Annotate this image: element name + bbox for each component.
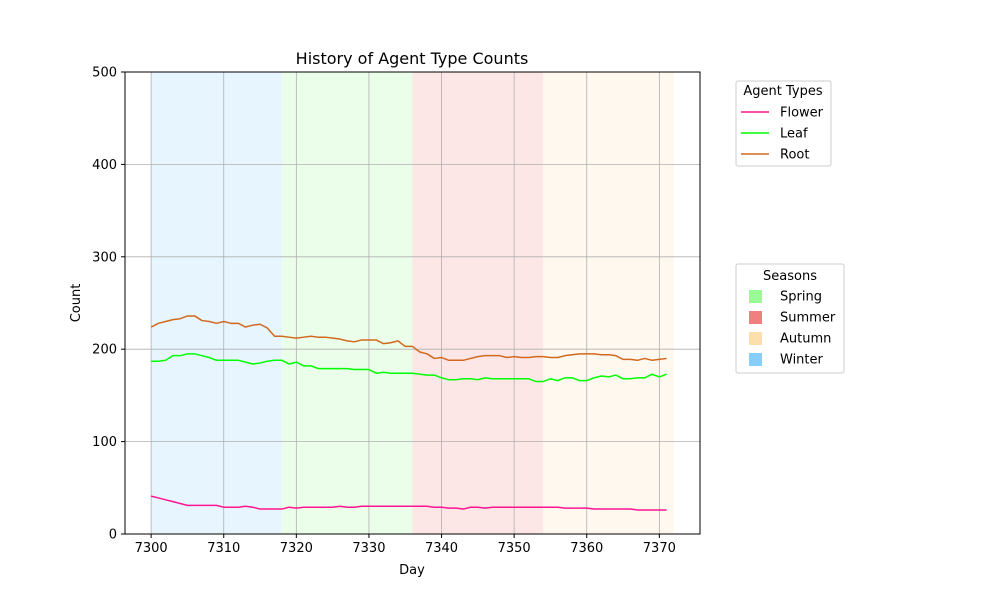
legend-label-winter: Winter: [780, 353, 824, 368]
x-tick-label: 7360: [570, 541, 603, 556]
x-tick-label: 7330: [352, 541, 385, 556]
season-band-winter: [151, 72, 282, 534]
legend-label-root: Root: [780, 148, 809, 163]
y-tick-label: 0: [109, 528, 117, 543]
series-line-root: [150, 315, 667, 362]
legend-label-flower: Flower: [780, 106, 824, 121]
legend-seasons: Seasons Spring Summer Autumn Winter: [735, 263, 845, 374]
legend-agent-types-title: Agent Types: [743, 84, 822, 99]
legend-swatch-autumn: [749, 332, 762, 345]
y-tick-label: 500: [92, 66, 117, 81]
season-band-summer: [412, 72, 544, 534]
legend-label-summer: Summer: [780, 311, 836, 326]
series-line-flower: [150, 495, 667, 511]
legend-label-autumn: Autumn: [780, 332, 831, 347]
legend-label-leaf: Leaf: [780, 127, 808, 142]
x-tick-label: 7350: [498, 541, 531, 556]
x-axis-label: Day: [399, 563, 425, 578]
legend-label-spring: Spring: [780, 290, 822, 305]
legend-seasons-frame: [735, 263, 845, 374]
x-tick-label: 7300: [135, 541, 168, 556]
x-tick-label: 7320: [280, 541, 313, 556]
series-line-leaf: [151, 353, 667, 383]
legend-agent-types-frame: [735, 80, 832, 167]
legend-swatch-spring: [749, 290, 762, 303]
axes-frame: [124, 71, 701, 535]
legend-swatch-summer: [749, 311, 762, 324]
legend-seasons-title: Seasons: [763, 269, 817, 284]
y-tick-label: 100: [92, 435, 117, 450]
legend-swatch-winter: [749, 353, 762, 366]
x-tick-label: 7340: [425, 541, 458, 556]
x-tick-label: 7310: [207, 541, 240, 556]
plot-area: 7300 7310 7320 7330 7340 7350 7360 7370 0 100 200 3…: [92, 66, 701, 556]
legend-agent-types: Agent Types Flower Leaf Root: [735, 80, 832, 167]
y-tick-label: 300: [92, 250, 117, 265]
season-band-spring: [281, 72, 413, 534]
x-tick-label: 7370: [643, 541, 676, 556]
chart-title: History of Agent Type Counts: [296, 49, 529, 68]
season-band-autumn: [543, 72, 674, 534]
y-tick-label: 400: [92, 158, 117, 173]
y-tick-label: 200: [92, 343, 117, 358]
y-axis-label: Count: [69, 284, 84, 323]
